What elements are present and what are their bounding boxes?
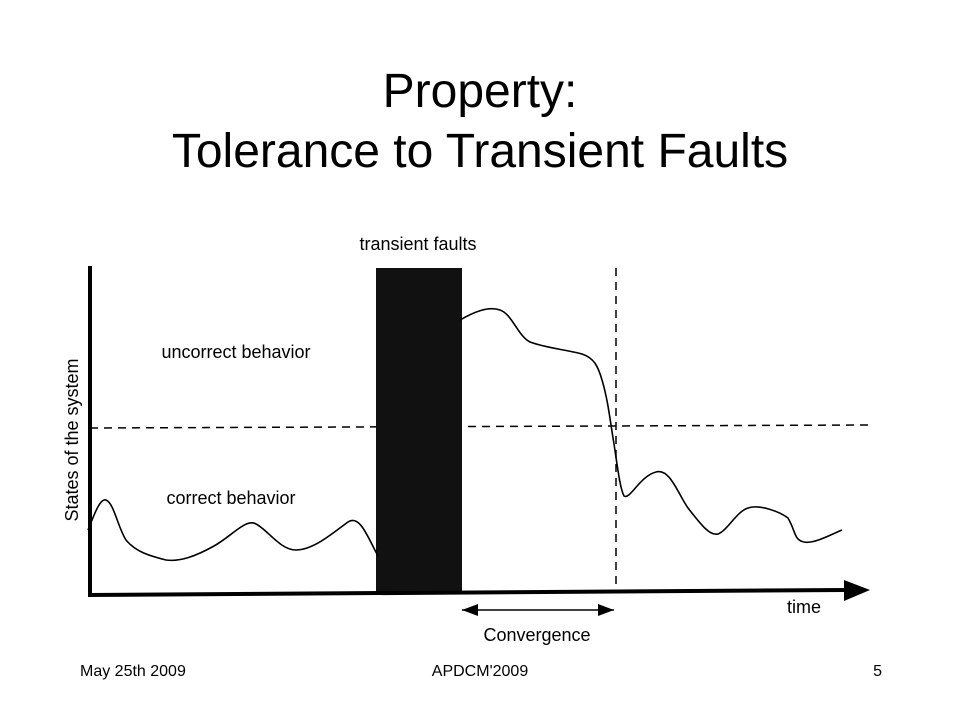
- transient-faults-label: transient faults: [359, 234, 476, 254]
- footer-event: APDCM'2009: [431, 663, 529, 680]
- incorrect-behavior-label: uncorrect behavior: [161, 342, 310, 362]
- x-axis-label: time: [787, 597, 821, 617]
- behavior-curve-after-faults: [459, 307, 843, 544]
- correct-behavior-label: correct behavior: [166, 488, 295, 508]
- y-axis-label: States of the system: [62, 358, 82, 521]
- footer-page-number: 5: [873, 663, 882, 680]
- convergence-arrow-right-head: [598, 604, 614, 616]
- footer-date: May 25th 2009: [80, 663, 186, 680]
- x-axis: [87, 588, 847, 597]
- slide-title-line2: Tolerance to Transient Faults: [171, 125, 789, 178]
- threshold-line: [89, 424, 869, 429]
- slide-title: Property: Tolerance to Transient Faults: [0, 62, 960, 182]
- transient-faults-block: [376, 268, 462, 592]
- convergence-label: Convergence: [483, 625, 590, 645]
- convergence-arrow-left-head: [462, 604, 478, 616]
- behavior-curve-before-faults: [87, 499, 379, 562]
- x-axis-arrowhead: [844, 580, 870, 601]
- slide-title-line1: Property:: [382, 65, 578, 118]
